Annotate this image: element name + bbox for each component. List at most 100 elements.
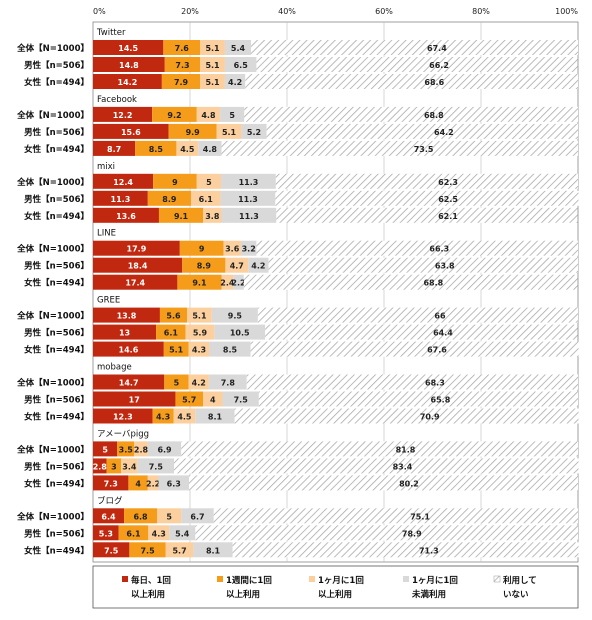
data-label: 9.1 [192,279,207,288]
bar-segment [266,123,578,139]
bar-segment [221,140,578,156]
bar-segment [137,458,174,474]
data-label: 5 [174,379,180,388]
bar-segment [93,274,178,290]
x-axis-ticks: 0% 20% 40% 60% 80% 100% [93,7,578,16]
bar-segment [158,207,204,223]
data-label: 66 [434,312,446,321]
data-label: 4 [210,396,216,405]
bar-segment [161,74,201,89]
data-label: 8.9 [162,195,177,204]
bar-segment [258,391,578,407]
bar-segment [213,508,578,524]
row-label: 女性【n=494】 [24,77,89,88]
bar-segment [93,123,169,139]
bar-segment [152,408,174,424]
bar-segment [223,240,241,256]
bar-segment [243,274,578,290]
data-label: 14.5 [118,44,138,53]
bar-segment [121,458,138,474]
bar-segment [221,274,234,290]
bar-segment [93,257,183,273]
data-label: 4.2 [228,78,242,87]
platform-title: LINE [97,229,116,239]
data-label: 11.3 [238,195,258,204]
data-label: 17.4 [125,279,145,288]
legend-label-line2: いない [503,590,529,600]
bar-segment [147,441,182,457]
data-label: 4.3 [192,346,206,355]
bar-segment [257,307,578,323]
data-label: 64.4 [433,329,453,338]
x-tick-label: 20% [181,7,199,16]
bar-segment [198,140,222,156]
row-label: 全体【N=1000】 [16,244,89,255]
bar-segment [93,374,165,390]
bar-segment [275,190,579,206]
bar-segment [93,173,154,189]
data-label: 75.1 [410,512,430,521]
data-label: 7.5 [140,546,155,555]
legend-swatch [309,576,315,582]
platform-title: GREE [97,296,120,306]
bar-segment [93,57,165,72]
data-label: 12.4 [113,178,133,187]
bar-segment [224,74,246,89]
bar-segment [147,190,191,206]
bar-segment [158,475,190,491]
bar-segment [209,341,251,357]
data-label: 5.9 [193,329,208,338]
bar-segment [93,508,125,524]
legend-label-line1: 1ヶ月に1回 [318,576,364,586]
row-label: 女性【n=494】 [24,545,89,556]
bar-segment [224,40,252,55]
bar-segment [147,475,159,491]
row-label: 全体【N=1000】 [16,177,89,188]
row-label: 男性【n=506】 [24,395,89,406]
data-label: 5.1 [205,61,220,70]
data-label: 13.6 [116,212,136,221]
data-label: 5.4 [175,529,190,538]
data-label: 11.3 [239,178,259,187]
bar-segment [135,140,177,156]
legend-swatch [122,576,128,582]
plot-area: Twitter 全体【N=1000】 14.5 7.6 5.1 5.4 67.4 男性【n=5… [16,28,579,558]
data-label: 5.2 [247,128,261,137]
data-label: 6.7 [190,512,204,521]
legend-swatch [403,576,409,582]
bar-segment [117,441,135,457]
data-label: 5.7 [172,546,186,555]
data-label: 83.4 [393,462,413,471]
bar-segment [152,106,197,122]
bar-segment [200,57,225,72]
bar-segment [128,475,148,491]
data-label: 3.4 [122,462,137,471]
bar-segment [181,441,578,457]
bar-segment [211,307,258,323]
data-label: 3 [111,462,117,471]
data-label: 7.5 [234,396,249,405]
bar-segment [208,374,247,390]
data-label: 6.4 [101,512,116,521]
bar-segment [93,140,136,156]
bar-segment [93,441,118,457]
data-label: 5 [166,512,172,521]
data-label: 18.4 [128,262,148,271]
data-label: 11.3 [111,195,131,204]
data-label: 4.8 [203,145,218,154]
legend-swatch [493,575,501,583]
data-label: 67.6 [427,346,447,355]
data-label: 5.7 [182,396,196,405]
platform-title: ブログ [97,495,123,506]
row-label: 男性【n=506】 [24,127,89,138]
row-label: 全体【N=1000】 [16,378,89,389]
data-label: 62.1 [438,212,458,221]
data-label: 80.2 [399,479,419,488]
platform-title: Twitter [96,28,126,38]
bar-segment [177,274,222,290]
data-label: 15.6 [121,128,141,137]
platform-title: mobage [97,363,132,373]
legend-box [92,565,579,609]
data-label: 9.1 [174,212,189,221]
